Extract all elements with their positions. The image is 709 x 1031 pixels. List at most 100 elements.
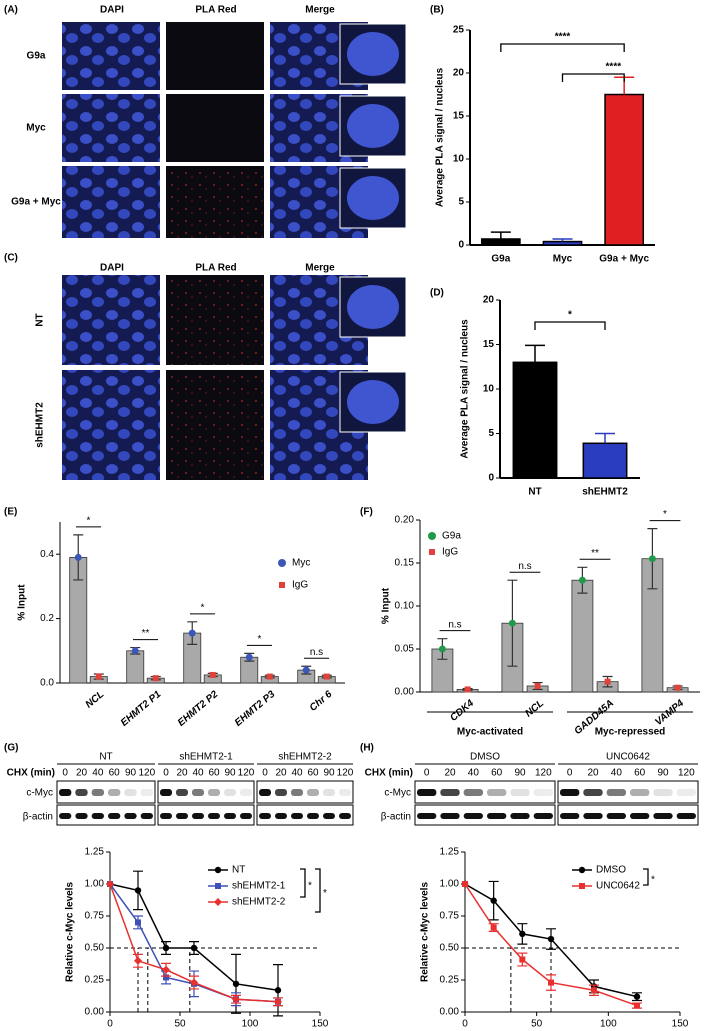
blot-band (307, 813, 319, 819)
x-tick-label: VAMP4 (653, 698, 686, 728)
blot-row-label: β-actin (23, 812, 53, 823)
micrograph (62, 370, 160, 480)
panel-letter: (H) (360, 743, 374, 754)
time-label: 40 (468, 768, 480, 779)
x-tick-label: 150 (672, 1019, 689, 1030)
micrograph (62, 22, 160, 90)
blot-band (560, 813, 580, 819)
legend-label: UNC0642 (596, 881, 640, 892)
blot-band (192, 813, 204, 819)
x-tick-label: NCL (523, 698, 546, 720)
y-tick-label: 0.0 (40, 678, 54, 689)
point (302, 666, 310, 674)
blot-band (208, 789, 220, 796)
point (232, 980, 240, 988)
blot-band (533, 813, 553, 819)
blot-band (653, 813, 673, 819)
y-tick-label: 0 (458, 240, 464, 251)
point (323, 673, 330, 680)
x-tick-label: Myc (553, 254, 573, 265)
column-header: Merge (305, 263, 335, 274)
significance-bracket (315, 868, 321, 913)
blot-band (583, 789, 603, 796)
panel-letter: (D) (430, 288, 444, 299)
point (462, 881, 468, 887)
point (274, 997, 282, 1006)
time-label: 60 (307, 768, 319, 779)
blot-band (108, 813, 121, 819)
blot-band (75, 789, 88, 796)
significance-label: * (651, 875, 655, 886)
y-tick-label: 0.75 (85, 911, 105, 922)
blot-band (208, 813, 220, 819)
bar (571, 579, 594, 693)
row-label: shEHMT2 (35, 402, 46, 448)
y-tick-label: 0.00 (395, 687, 415, 698)
blot-band (323, 813, 335, 819)
point (578, 576, 586, 584)
point (604, 678, 611, 685)
significance-label: * (308, 881, 312, 892)
y-tick-label: 0.25 (440, 975, 460, 986)
blot-band (323, 789, 335, 796)
legend-label: IgG (442, 547, 458, 558)
time-label: 0 (163, 768, 169, 779)
legend-marker (429, 549, 435, 555)
significance-label: * (258, 634, 262, 645)
point (464, 686, 471, 693)
point (674, 684, 681, 691)
x-tick-label: 100 (242, 1019, 259, 1030)
blot-band (176, 813, 188, 819)
significance-bracket (561, 73, 625, 82)
point (648, 555, 656, 563)
row-label: G9a (27, 51, 46, 62)
micrograph (166, 22, 264, 90)
blot-band (259, 789, 271, 796)
column-header: PLA Red (195, 5, 236, 16)
y-tick-label: 1.25 (85, 847, 105, 858)
error-bar (490, 231, 511, 239)
blot-band (108, 789, 121, 796)
micrograph (166, 166, 264, 238)
blot-band (307, 789, 319, 796)
bar (512, 361, 558, 479)
panel-letter: (F) (360, 507, 373, 518)
point (163, 974, 169, 981)
blot-band (339, 789, 351, 796)
time-label: 60 (208, 768, 220, 779)
point (134, 956, 142, 965)
y-tick-label: 0.50 (440, 943, 460, 954)
y-axis-label: Average PLA signal / nucleus (460, 319, 471, 459)
y-axis-label: Relative c-Myc levels (420, 882, 431, 982)
point (74, 553, 82, 561)
legend-marker (579, 883, 585, 889)
y-tick-label: 0.10 (395, 601, 415, 612)
x-tick-label: Chr 6 (308, 689, 335, 714)
significance-label: **** (555, 32, 571, 43)
blot-frame (414, 780, 556, 804)
x-tick-label: EHMT2 P1 (119, 689, 164, 729)
blot-band (91, 789, 104, 796)
y-tick-label: 1.00 (85, 879, 105, 890)
condition-label: shEHMT2-1 (179, 752, 233, 763)
error-bar (595, 432, 615, 444)
blot-band (533, 789, 553, 796)
blot-band (240, 813, 252, 819)
time-label: 60 (491, 768, 503, 779)
y-tick-label: 0.25 (85, 975, 105, 986)
condition-label: NT (99, 752, 112, 763)
error-bar (552, 238, 573, 242)
point (135, 919, 141, 926)
legend-marker (214, 866, 222, 874)
y-tick-label: 0.05 (395, 644, 415, 655)
y-tick-label: 0.4 (40, 549, 54, 560)
point (131, 647, 139, 655)
point (634, 1002, 640, 1009)
blot-band (75, 813, 88, 819)
time-label: 90 (224, 768, 236, 779)
bar (542, 240, 583, 246)
series-line (109, 883, 279, 991)
blot-band (91, 813, 104, 819)
time-label: 60 (634, 768, 646, 779)
blot-band (606, 789, 626, 796)
